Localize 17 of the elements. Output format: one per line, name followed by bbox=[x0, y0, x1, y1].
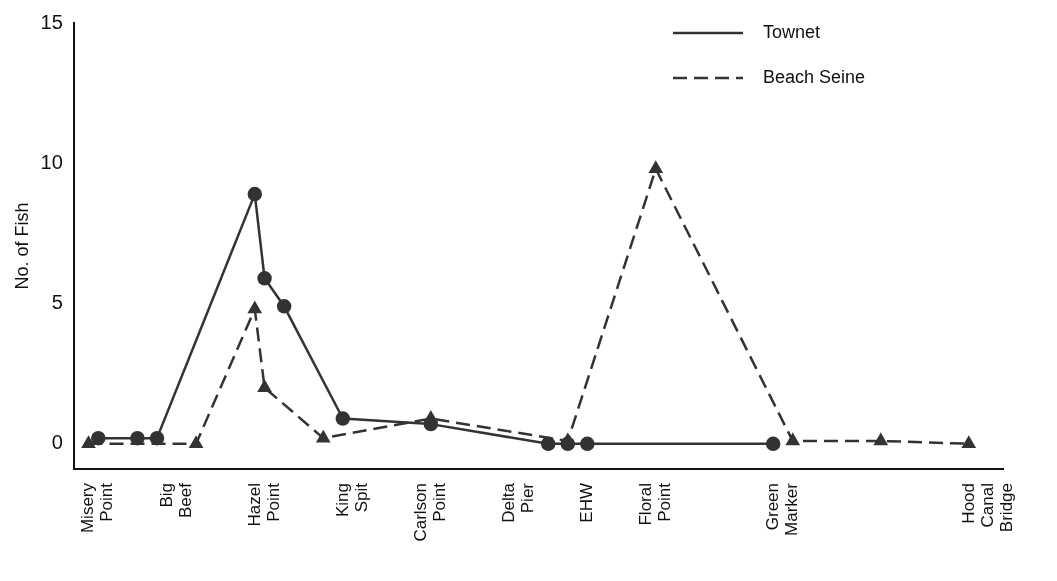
y-tick-label: 5 bbox=[51, 291, 63, 314]
x-tick-label: Delta Pier bbox=[499, 482, 538, 523]
x-tick-label: King Spit bbox=[332, 482, 371, 518]
y-tick-label: 15 bbox=[40, 10, 63, 33]
x-tick-label: Hazel Point bbox=[244, 482, 283, 527]
legend-label: Townet bbox=[763, 21, 821, 42]
x-tick-label: Misery Point bbox=[78, 482, 117, 534]
y-tick-label: 10 bbox=[40, 150, 63, 173]
legend-label: Beach Seine bbox=[763, 66, 866, 87]
x-tick-label: Big Beef bbox=[156, 482, 195, 518]
x-tick-label: Green Marker bbox=[763, 482, 802, 536]
x-tick-label: Floral Point bbox=[635, 482, 674, 526]
x-tick-label: EHW bbox=[577, 483, 597, 523]
x-tick-label: Hood Canal Bridge bbox=[959, 483, 1017, 533]
y-tick-label: 0 bbox=[51, 431, 63, 454]
y-axis-title: No. of Fish bbox=[11, 202, 32, 290]
x-tick-label: Carlson Point bbox=[411, 482, 450, 542]
